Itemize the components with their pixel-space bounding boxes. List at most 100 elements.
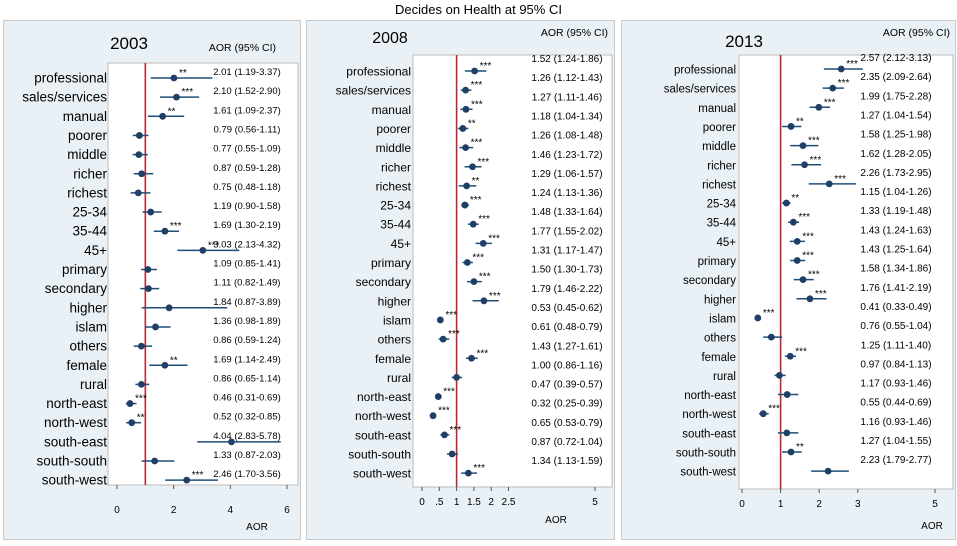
x-tick-label: 2 xyxy=(488,497,494,508)
aor-point xyxy=(801,161,808,169)
y-tick-label: female xyxy=(701,352,736,364)
aor-point xyxy=(754,314,762,322)
significance-stars: *** xyxy=(488,233,500,244)
significance-stars: *** xyxy=(795,346,807,357)
y-tick-label: others xyxy=(378,333,411,347)
y-tick-label: richest xyxy=(702,179,737,191)
x-tick-label: 5 xyxy=(932,499,938,510)
ci-header: AOR (95% CI) xyxy=(541,27,608,39)
ci-value-label: 0.77 (0.55-1.09) xyxy=(213,144,281,155)
aor-point xyxy=(429,412,437,420)
ci-value-label: 1.46 (1.23-1.72) xyxy=(531,150,602,161)
aor-point xyxy=(199,246,207,254)
y-tick-label: 35-44 xyxy=(380,218,411,232)
significance-stars: *** xyxy=(479,272,491,283)
y-tick-label: north-east xyxy=(357,390,412,404)
significance-stars: *** xyxy=(476,348,488,359)
forest-plot-2013: 2013 AOR (95% CI)professional ***2.57 (2.1… xyxy=(664,27,954,532)
ci-value-label: 0.47 (0.39-0.57) xyxy=(531,380,602,391)
aor-point xyxy=(825,180,833,188)
ci-value-label: 0.61 (0.48-0.79) xyxy=(531,322,602,333)
significance-stars: *** xyxy=(473,463,485,474)
significance-stars: *** xyxy=(763,308,775,319)
aor-point xyxy=(138,170,146,178)
ci-value-label: 2.26 (1.73-2.95) xyxy=(860,168,931,179)
significance-stars: *** xyxy=(802,231,814,242)
aor-point xyxy=(441,431,448,439)
significance-stars: ** xyxy=(472,176,480,187)
significance-stars: *** xyxy=(478,157,490,168)
aor-point xyxy=(439,335,447,343)
significance-stars: *** xyxy=(489,291,501,302)
y-tick-label: 45+ xyxy=(84,243,107,258)
significance-stars: *** xyxy=(815,289,827,300)
forest-panel-2003: 2003 AOR (95% CI) professional ** 2.01 (1.19… xyxy=(3,20,301,540)
ci-value-label: 1.24 (1.13-1.36) xyxy=(531,188,602,199)
aor-point xyxy=(448,450,456,458)
y-tick-label: north-west xyxy=(44,415,107,430)
panel-title: 2003 xyxy=(110,34,148,53)
ci-header: AOR (95% CI) xyxy=(209,42,276,54)
significance-stars: *** xyxy=(443,387,455,398)
x-tick-label: 0 xyxy=(739,499,745,510)
aor-point xyxy=(789,218,797,226)
ci-value-label: 1.69 (1.14-2.49) xyxy=(213,354,281,365)
aor-point xyxy=(480,297,488,305)
ci-value-label: 1.34 (1.13-1.59) xyxy=(531,456,602,467)
ci-value-label: 0.53 (0.45-0.62) xyxy=(531,303,602,314)
significance-stars: *** xyxy=(798,212,810,223)
significance-stars: *** xyxy=(808,136,820,147)
panel-title: 2008 xyxy=(372,30,408,47)
ci-value-label: 4.04 (2.83-5.78) xyxy=(213,431,281,442)
aor-point xyxy=(137,342,145,350)
aor-point xyxy=(767,333,775,341)
ci-value-label: 1.27 (1.04-1.54) xyxy=(860,110,931,121)
ci-value-label: 1.16 (0.93-1.46) xyxy=(860,417,931,428)
significance-stars: *** xyxy=(470,195,482,206)
aor-point xyxy=(463,259,471,266)
y-tick-label: higher xyxy=(378,294,411,308)
ci-value-label: 0.76 (0.55-1.04) xyxy=(860,321,931,332)
y-tick-label: richer xyxy=(73,166,107,181)
y-tick-label: secondary xyxy=(45,281,108,296)
y-tick-label: south-east xyxy=(682,428,737,440)
y-tick-label: poorer xyxy=(376,122,411,136)
aor-point xyxy=(463,182,471,190)
ci-value-label: 0.97 (0.84-1.13) xyxy=(860,359,931,370)
aor-point xyxy=(464,469,472,477)
aor-point xyxy=(776,372,783,379)
aor-point xyxy=(824,467,832,475)
ci-value-label: 1.18 (1.04-1.34) xyxy=(531,111,602,122)
ci-value-label: 0.75 (0.48-1.18) xyxy=(213,182,281,193)
y-tick-label: south-west xyxy=(42,473,108,488)
ci-value-label: 1.84 (0.87-3.89) xyxy=(213,297,281,308)
y-tick-label: richer xyxy=(381,160,411,174)
x-tick-label: 2.5 xyxy=(502,497,516,508)
significance-stars: ** xyxy=(468,118,476,129)
y-tick-label: primary xyxy=(698,256,737,268)
aor-point xyxy=(135,132,143,139)
x-tick-label: 5 xyxy=(592,497,598,508)
significance-stars: ** xyxy=(170,355,178,366)
significance-stars: *** xyxy=(182,87,194,98)
ci-value-label: 0.52 (0.32-0.85) xyxy=(213,412,281,423)
significance-stars: *** xyxy=(192,470,204,481)
y-tick-label: richest xyxy=(67,185,107,200)
y-tick-label: islam xyxy=(75,319,107,334)
ci-value-label: 2.23 (1.79-2.77) xyxy=(860,455,931,466)
y-tick-label: middle xyxy=(702,141,736,153)
ci-value-label: 1.62 (1.28-2.05) xyxy=(860,149,931,160)
aor-point xyxy=(128,419,136,427)
y-tick-label: south-east xyxy=(355,428,412,442)
x-tick-label: 2 xyxy=(171,505,177,516)
aor-point xyxy=(787,123,795,130)
x-tick-label: 6 xyxy=(284,505,290,516)
y-tick-label: professional xyxy=(346,65,411,79)
y-tick-label: sales/services xyxy=(336,84,411,98)
y-tick-label: rural xyxy=(713,371,736,383)
ci-value-label: 1.33 (0.87-2.03) xyxy=(213,450,281,461)
aor-point xyxy=(170,74,178,82)
ci-value-label: 1.00 (0.86-1.16) xyxy=(531,360,602,371)
forest-panel-2013: 2013 AOR (95% CI) professional *** 2.57 (2.1… xyxy=(621,20,956,540)
ci-header: AOR (95% CI) xyxy=(883,27,950,39)
